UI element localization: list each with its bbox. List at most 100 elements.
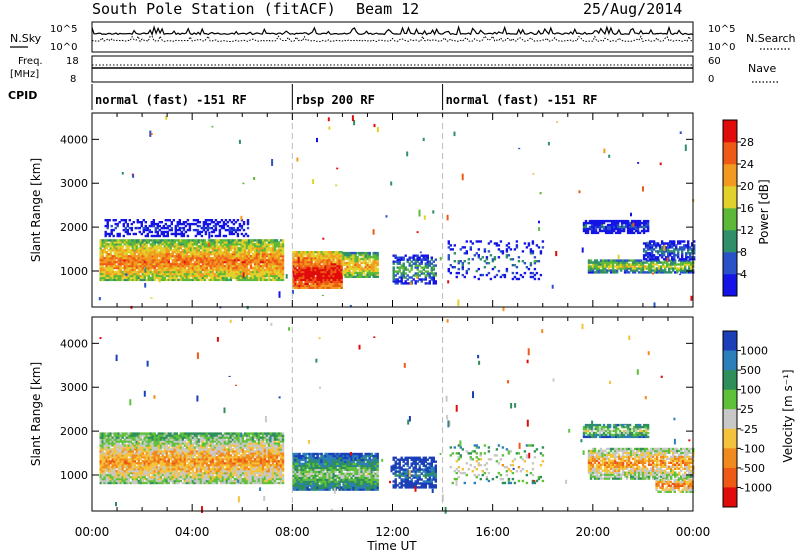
heatmap-cell	[121, 249, 124, 252]
heatmap-cell	[273, 251, 277, 254]
heatmap-cell	[171, 464, 174, 467]
heatmap-cell	[354, 253, 357, 257]
heatmap-cell	[485, 273, 489, 277]
heatmap-cell	[239, 257, 243, 260]
heatmap-cell	[163, 440, 166, 443]
heatmap-cell	[149, 481, 152, 485]
heatmap-cell	[107, 448, 110, 451]
heatmap-cell	[175, 243, 178, 246]
heatmap-cell	[340, 264, 343, 268]
heatmap-cell	[223, 278, 227, 282]
heatmap-cell	[105, 251, 108, 254]
heatmap-cell	[129, 276, 132, 280]
heatmap-cell	[326, 274, 329, 278]
heatmap-cell	[324, 255, 327, 258]
heatmap-cell	[267, 249, 271, 252]
heatmap-cell	[153, 251, 156, 254]
heatmap-cell	[612, 221, 616, 225]
heatmap-cell	[678, 263, 681, 266]
heatmap-cell	[247, 257, 251, 260]
heatmap-cell	[612, 225, 616, 229]
heatmap-cell	[129, 444, 132, 447]
heatmap-cell	[620, 221, 624, 225]
heatmap-cell	[212, 228, 216, 232]
heatmap-cell	[145, 444, 148, 447]
heatmap-cell	[239, 276, 243, 280]
heatmap-cell	[111, 258, 114, 262]
heatmap-cell	[406, 258, 409, 261]
heatmap-cell	[372, 271, 375, 275]
heatmap-cell	[109, 266, 112, 270]
heatmap-cell	[414, 280, 417, 283]
heatmap-cell	[167, 268, 170, 272]
heatmap-cell	[155, 251, 158, 254]
scatter-echo	[642, 186, 644, 192]
heatmap-cell	[103, 479, 106, 483]
heatmap-cell	[644, 254, 648, 257]
heatmap-cell	[324, 270, 327, 274]
heatmap-cell	[428, 274, 431, 277]
heatmap-cell	[416, 254, 419, 257]
heatmap-cell	[171, 278, 174, 282]
heatmap-cell	[242, 234, 246, 238]
heatmap-cell	[181, 255, 184, 258]
heatmap-cell	[459, 248, 462, 251]
heatmap-cell	[255, 239, 259, 242]
heatmap-cell	[294, 270, 297, 274]
scatter-echo	[457, 299, 460, 307]
heatmap-cell	[183, 270, 187, 274]
heatmap-cell	[328, 284, 331, 287]
heatmap-cell	[171, 253, 174, 256]
heatmap-cell	[192, 219, 196, 222]
heatmap-cell	[591, 261, 595, 264]
heatmap-cell	[249, 249, 253, 252]
heatmap-cell	[99, 239, 102, 242]
heatmap-cell	[408, 262, 411, 265]
heatmap-cell	[202, 228, 206, 232]
heatmap-cell	[103, 458, 106, 461]
heatmap-cell	[677, 256, 680, 259]
heatmap-cell	[133, 247, 136, 250]
heatmap-cell	[215, 272, 219, 276]
heatmap-cell	[163, 257, 166, 260]
heatmap-cell	[161, 272, 164, 276]
heatmap-cell	[199, 264, 203, 268]
heatmap-cell	[396, 258, 399, 261]
heatmap-cell	[676, 269, 679, 272]
heatmap-cell	[298, 266, 301, 270]
heatmap-cell	[320, 251, 323, 254]
heatmap-cell	[677, 242, 680, 245]
heatmap-cell	[531, 275, 535, 279]
heatmap-cell	[304, 270, 307, 274]
heatmap-cell	[125, 239, 128, 242]
heatmap-cell	[352, 269, 355, 273]
heatmap-cell	[191, 258, 195, 262]
heatmap-cell	[624, 219, 628, 223]
heatmap-cell	[111, 438, 114, 441]
heatmap-cell	[144, 228, 147, 232]
heatmap-cell	[143, 460, 146, 463]
heatmap-cell	[646, 221, 650, 225]
heatmap-cell	[610, 231, 614, 235]
heatmap-cell	[127, 475, 130, 479]
heatmap-cell	[111, 268, 114, 272]
heatmap-cell	[199, 276, 203, 280]
heatmap-cell	[539, 273, 543, 277]
heatmap-cell	[330, 268, 333, 272]
heatmap-cell	[147, 444, 150, 447]
heatmap-cell	[308, 284, 311, 287]
heatmap-cell	[137, 448, 140, 451]
heatmap-cell	[463, 260, 466, 263]
heatmap-cell	[591, 265, 595, 268]
heatmap-cell	[310, 253, 313, 256]
heatmap-cell	[201, 257, 205, 260]
heatmap-cell	[688, 271, 691, 274]
heatmap-cell	[639, 267, 643, 270]
heatmap-cell	[187, 274, 191, 278]
heatmap-cell	[123, 253, 126, 256]
heatmap-cell	[219, 247, 223, 250]
heatmap-cell	[185, 264, 189, 268]
heatmap-cell	[109, 260, 112, 264]
heatmap-cell	[249, 241, 253, 244]
heatmap-cell	[237, 241, 241, 244]
